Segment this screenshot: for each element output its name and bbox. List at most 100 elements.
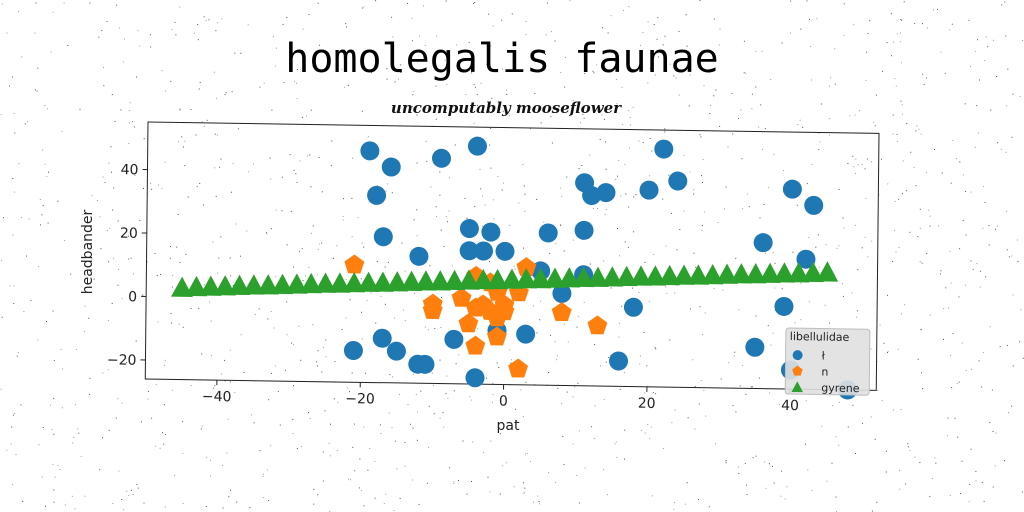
data-point bbox=[516, 257, 537, 277]
legend-marker bbox=[792, 350, 803, 361]
x-tick-label: −40 bbox=[202, 389, 232, 405]
x-tick-label: 0 bbox=[499, 394, 508, 410]
data-point bbox=[465, 335, 486, 355]
legend-marker bbox=[791, 381, 803, 393]
data-point bbox=[745, 337, 765, 357]
legend-box bbox=[784, 327, 871, 396]
data-point bbox=[343, 341, 363, 361]
data-point bbox=[486, 268, 509, 290]
x-axis: −40 −20 0 20 40 bbox=[202, 380, 799, 414]
data-point bbox=[495, 241, 515, 261]
data-point bbox=[687, 264, 710, 285]
data-point bbox=[596, 183, 616, 203]
data-point bbox=[582, 186, 602, 206]
legend-label: gyrene bbox=[821, 382, 860, 396]
data-point bbox=[285, 273, 308, 294]
data-point bbox=[459, 241, 479, 261]
data-point bbox=[574, 220, 594, 240]
data-point bbox=[457, 269, 480, 290]
series-2 bbox=[171, 261, 839, 298]
data-point bbox=[787, 262, 810, 283]
data-point bbox=[753, 233, 773, 253]
data-point bbox=[458, 313, 479, 333]
data-point bbox=[415, 354, 435, 374]
data-point bbox=[773, 262, 796, 283]
data-point bbox=[715, 263, 738, 284]
data-point bbox=[400, 270, 423, 292]
legend-items: łn gyrene bbox=[791, 350, 860, 396]
data-point bbox=[782, 179, 802, 199]
x-tick-label: 40 bbox=[781, 398, 799, 414]
data-point bbox=[242, 274, 265, 295]
data-point bbox=[451, 287, 472, 307]
data-point bbox=[357, 271, 380, 292]
data-point bbox=[515, 268, 538, 289]
y-axis-label: headbander bbox=[80, 209, 96, 294]
data-point bbox=[629, 265, 652, 286]
data-point bbox=[774, 296, 794, 316]
data-point bbox=[508, 358, 529, 378]
y-axis: −20 0 20 40 bbox=[107, 162, 148, 369]
data-point bbox=[551, 302, 572, 322]
data-point bbox=[644, 265, 667, 286]
data-point bbox=[314, 272, 337, 293]
legend-title: libellulidae bbox=[790, 330, 850, 344]
data-point bbox=[443, 269, 466, 291]
data-point bbox=[429, 270, 452, 291]
data-marks bbox=[171, 136, 858, 400]
data-point bbox=[300, 272, 322, 294]
data-point bbox=[500, 268, 523, 289]
legend-label: n bbox=[821, 366, 828, 379]
data-point bbox=[444, 329, 464, 349]
data-point bbox=[816, 261, 839, 282]
data-point bbox=[672, 264, 695, 285]
data-point bbox=[257, 274, 279, 295]
x-tick-label: −20 bbox=[345, 391, 375, 407]
data-point bbox=[171, 276, 193, 298]
data-point bbox=[543, 267, 566, 288]
data-point bbox=[328, 272, 351, 293]
data-point bbox=[465, 368, 485, 388]
data-point bbox=[744, 263, 767, 284]
data-point bbox=[372, 328, 392, 348]
data-point bbox=[414, 270, 437, 291]
data-point bbox=[271, 273, 294, 295]
data-point bbox=[639, 180, 659, 200]
data-point bbox=[371, 271, 394, 292]
data-point bbox=[516, 324, 536, 344]
data-point bbox=[529, 267, 552, 289]
chart-title: homolegalis faunae bbox=[285, 36, 718, 82]
data-point bbox=[459, 219, 479, 239]
data-point bbox=[801, 261, 824, 283]
data-point bbox=[185, 275, 208, 297]
data-point bbox=[572, 266, 595, 288]
legend-marker bbox=[792, 365, 803, 376]
y-tick-label: −20 bbox=[107, 352, 137, 368]
data-point bbox=[730, 263, 753, 284]
y-tick-label: 0 bbox=[128, 289, 137, 305]
data-point bbox=[467, 136, 487, 156]
data-point bbox=[199, 275, 222, 296]
y-tick-label: 40 bbox=[121, 162, 139, 178]
legend: libellulidae łn gyrene bbox=[784, 327, 871, 396]
data-point bbox=[474, 241, 494, 261]
data-point bbox=[538, 223, 558, 243]
y-tick-label: 20 bbox=[120, 226, 138, 242]
legend-label: ł bbox=[822, 350, 826, 363]
data-point bbox=[701, 263, 724, 285]
data-point bbox=[409, 246, 429, 266]
data-point bbox=[386, 341, 406, 361]
data-point bbox=[373, 227, 393, 247]
data-point bbox=[381, 157, 401, 177]
data-point bbox=[601, 266, 624, 287]
data-point bbox=[587, 315, 608, 335]
chart-subtitle: uncomputably mooseflower bbox=[391, 99, 622, 117]
axes-frame bbox=[144, 121, 880, 391]
data-point bbox=[804, 195, 824, 215]
data-point bbox=[360, 141, 380, 161]
data-point bbox=[343, 272, 365, 293]
data-point bbox=[386, 271, 408, 292]
data-point bbox=[558, 267, 581, 288]
plot-area: −40 −20 0 20 40 −20 0 20 40 libellulidae łn gyre… bbox=[107, 121, 880, 414]
